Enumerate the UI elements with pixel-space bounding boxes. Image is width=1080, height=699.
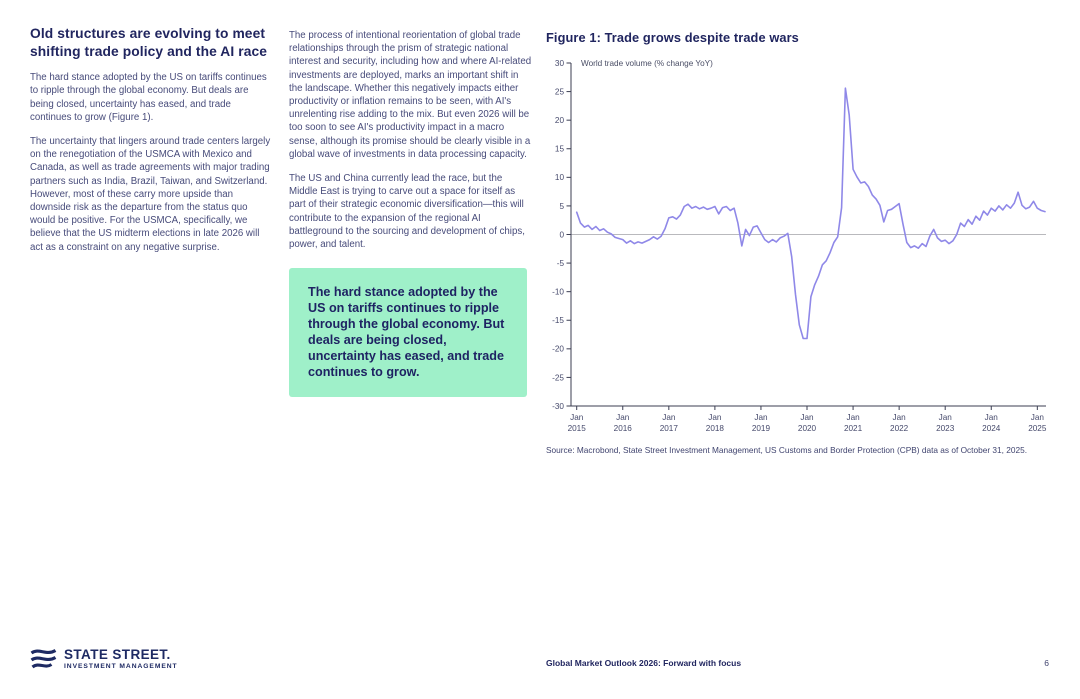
- x-tick-label-month: Jan: [570, 413, 584, 422]
- x-tick-label-month: Jan: [846, 413, 860, 422]
- y-tick-label: 15: [555, 145, 565, 154]
- x-tick-label-year: 2017: [660, 424, 679, 433]
- callout-text: The hard stance adopted by the US on tar…: [308, 285, 505, 379]
- x-tick-label-year: 2024: [982, 424, 1001, 433]
- y-tick-label: 5: [559, 202, 564, 211]
- section-heading: Old structures are evolving to meet shif…: [30, 26, 268, 59]
- trade-volume-line-chart: 30 25 20 15 10 5 0 -5 -10 -15 -20 -25 -30 World trade…: [545, 57, 1051, 437]
- y-tick-label: -10: [552, 288, 564, 297]
- x-tick-label-year: 2016: [614, 424, 633, 433]
- x-tick-label-month: Jan: [800, 413, 814, 422]
- x-tick-label-year: 2015: [568, 424, 587, 433]
- left-column: Old structures are evolving to meet shif…: [30, 25, 274, 265]
- y-tick-label: -20: [552, 345, 564, 354]
- footer-report-title: Global Market Outlook 2026: Forward with…: [546, 658, 742, 668]
- logo-text-primary: STATE STREET.: [64, 647, 171, 662]
- body-paragraph: The process of intentional reorientation…: [289, 30, 532, 160]
- x-tick-label-month: Jan: [708, 413, 722, 422]
- x-tick-label-month: Jan: [939, 413, 953, 422]
- x-tick-label-month: Jan: [985, 413, 999, 422]
- middle-column: The process of intentional reorientation…: [289, 29, 532, 397]
- logo-text-secondary: INVESTMENT MANAGEMENT: [64, 663, 178, 670]
- y-tick-label: -5: [557, 259, 565, 268]
- x-tick-label-year: 2020: [798, 424, 817, 433]
- x-tick-label-month: Jan: [893, 413, 907, 422]
- y-tick-label: 20: [555, 116, 565, 125]
- x-tick-label-month: Jan: [754, 413, 768, 422]
- x-tick-label-year: 2018: [706, 424, 725, 433]
- x-tick-label-month: Jan: [1031, 413, 1045, 422]
- y-tick-label: 0: [559, 230, 564, 239]
- logo-wordmark: STATE STREET. INVESTMENT MANAGEMENT: [64, 648, 178, 671]
- highlight-callout: The hard stance adopted by the US on tar…: [289, 268, 527, 397]
- footer-page-number: 6: [1044, 658, 1049, 668]
- body-paragraph: The uncertainty that lingers around trad…: [30, 136, 271, 253]
- world-trade-volume-line: [575, 87, 1046, 340]
- x-tick-label-year: 2025: [1028, 424, 1047, 433]
- logo-waves-icon: [30, 649, 57, 669]
- figure-title: Figure 1: Trade grows despite trade wars: [546, 30, 799, 45]
- state-street-logo: STATE STREET. INVESTMENT MANAGEMENT: [30, 648, 178, 671]
- y-tick-label: 30: [555, 59, 565, 68]
- x-tick-label-year: 2023: [936, 424, 955, 433]
- series-label: World trade volume (% change YoY): [581, 59, 713, 68]
- x-tick-label-year: 2019: [752, 424, 771, 433]
- body-paragraph: The hard stance adopted by the US on tar…: [30, 72, 267, 123]
- y-tick-label: -15: [552, 316, 564, 325]
- figure-column: Figure 1: Trade grows despite trade wars…: [545, 30, 1057, 455]
- y-tick-label: 25: [555, 87, 565, 96]
- x-tick-label-year: 2021: [844, 424, 863, 433]
- x-tick-label-year: 2022: [890, 424, 909, 433]
- figure-source: Source: Macrobond, State Street Investme…: [546, 445, 1028, 455]
- x-tick-label-month: Jan: [616, 413, 630, 422]
- body-paragraph: The US and China currently lead the race…: [289, 173, 525, 251]
- y-tick-label: -30: [552, 402, 564, 411]
- x-tick-label-month: Jan: [662, 413, 676, 422]
- y-tick-label: -25: [552, 373, 564, 382]
- y-tick-label: 10: [555, 173, 565, 182]
